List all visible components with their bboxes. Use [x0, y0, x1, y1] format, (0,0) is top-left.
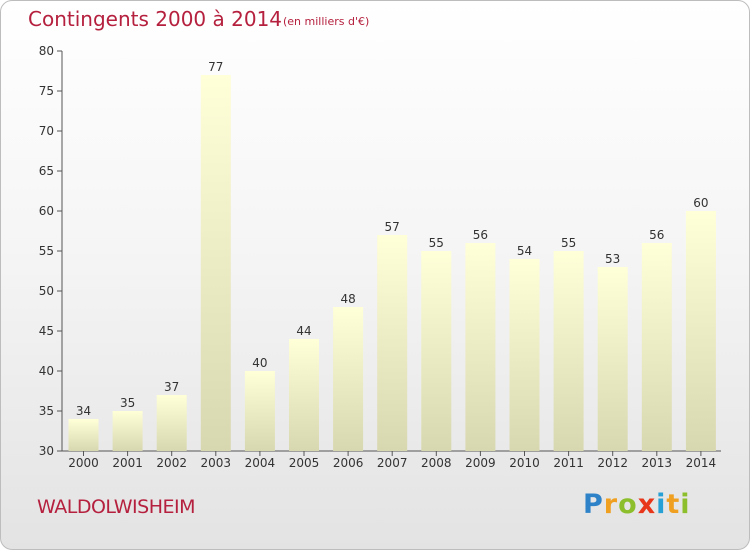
data-label: 57 — [385, 220, 400, 234]
data-label: 34 — [76, 404, 91, 418]
bar — [421, 251, 452, 451]
data-label: 77 — [208, 60, 223, 74]
y-tick-label: 60 — [39, 204, 54, 218]
data-label: 55 — [561, 236, 576, 250]
axes: 30 35 40 45 50 55 60 65 70 75 80 2000 2001 2002 2003 20… — [39, 44, 721, 470]
x-tick-label: 2014 — [686, 456, 717, 470]
x-tick-label: 2008 — [421, 456, 452, 470]
proxiti-logo[interactable]: Proxiti — [583, 489, 691, 520]
x-tick-label: 2000 — [68, 456, 99, 470]
bar — [685, 211, 716, 451]
bar — [68, 419, 99, 451]
x-tick-label: 2013 — [642, 456, 673, 470]
x-tick-label: 2004 — [245, 456, 276, 470]
y-tick-label: 45 — [39, 324, 54, 338]
bar — [597, 267, 628, 451]
bar — [509, 259, 540, 451]
y-tick-label: 30 — [39, 444, 54, 458]
bar — [200, 75, 231, 451]
y-tick-label: 55 — [39, 244, 54, 258]
bars — [68, 75, 716, 451]
bar — [156, 395, 187, 451]
x-tick-label: 2012 — [597, 456, 628, 470]
data-label: 56 — [473, 228, 488, 242]
data-label: 54 — [517, 244, 532, 258]
y-tick-label: 50 — [39, 284, 54, 298]
data-label: 53 — [605, 252, 620, 266]
data-label: 40 — [252, 356, 267, 370]
bar — [244, 371, 275, 451]
y-tick-label: 75 — [39, 84, 54, 98]
data-label: 35 — [120, 396, 135, 410]
bar — [465, 243, 496, 451]
data-label: 55 — [429, 236, 444, 250]
x-tick-label: 2001 — [112, 456, 143, 470]
bar — [112, 411, 143, 451]
y-tick-label: 35 — [39, 404, 54, 418]
x-tick-label: 2009 — [465, 456, 496, 470]
bar — [641, 243, 672, 451]
data-label: 60 — [693, 196, 708, 210]
y-tick-label: 65 — [39, 164, 54, 178]
x-tick-label: 2003 — [201, 456, 232, 470]
x-tick-label: 2002 — [156, 456, 187, 470]
place-name: WALDOLWISHEIM — [37, 496, 196, 518]
chart-title: Contingents 2000 à 2014 — [28, 7, 283, 31]
bar — [289, 339, 319, 451]
data-label: 44 — [296, 324, 311, 338]
bar — [553, 251, 584, 451]
x-tick-label: 2011 — [553, 456, 584, 470]
data-labels: 34 35 37 77 40 44 48 57 55 56 54 55 53 56 60 — [76, 60, 709, 418]
bar — [377, 235, 408, 451]
y-tick-label: 40 — [39, 364, 54, 378]
x-tick-label: 2007 — [377, 456, 408, 470]
x-tick-label: 2005 — [289, 456, 320, 470]
x-tick-label: 2010 — [509, 456, 540, 470]
chart-subtitle: (en milliers d'€) — [283, 15, 370, 28]
data-label: 56 — [649, 228, 664, 242]
bar — [333, 307, 364, 451]
y-tick-label: 80 — [39, 44, 54, 58]
data-label: 48 — [340, 292, 355, 306]
x-tick-label: 2006 — [333, 456, 364, 470]
data-label: 37 — [164, 380, 179, 394]
y-tick-label: 70 — [39, 124, 54, 138]
